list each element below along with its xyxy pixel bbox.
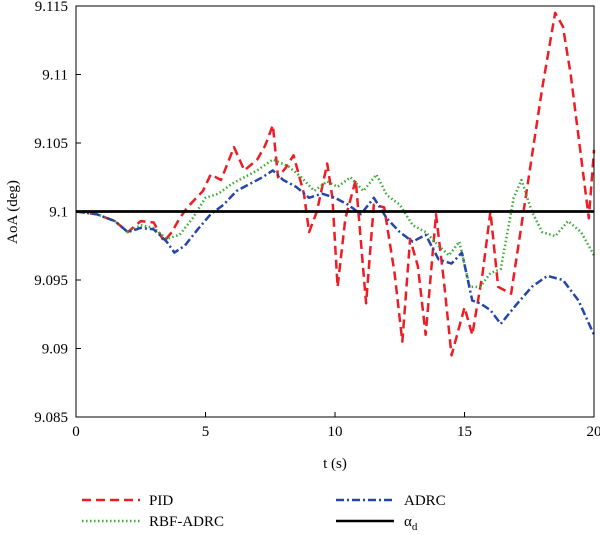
legend: PID RBF-ADRC ADRC αd — [82, 493, 446, 533]
legend-label-rbf-adrc: RBF-ADRC — [149, 514, 224, 530]
series-line-rbf-adrc — [75, 158, 596, 289]
y-axis-label: AoA (deg) — [5, 180, 21, 244]
y-tick-label: 9.11 — [42, 68, 68, 84]
legend-label-alpha-d: αd — [404, 514, 418, 533]
y-tick-label: 9.095 — [34, 273, 68, 289]
series-layer — [75, 11, 596, 357]
ticks-layer: 0 5 10 15 20 9.085 9.09 9.095 9.1 9.105 9.11 9.115 — [34, 0, 600, 440]
legend-alpha-subscript: d — [412, 521, 418, 533]
y-tick-label: 9.105 — [34, 136, 68, 152]
legend-label-adrc: ADRC — [404, 493, 446, 509]
x-tick-label: 0 — [72, 424, 80, 440]
x-axis-label: t (s) — [323, 456, 347, 472]
x-tick-label: 5 — [202, 424, 210, 440]
legend-alpha-symbol: α — [404, 514, 412, 530]
y-tick-label: 9.09 — [42, 342, 68, 358]
x-tick-label: 20 — [587, 424, 600, 440]
x-tick-label: 15 — [457, 424, 472, 440]
y-tick-label: 9.085 — [34, 410, 68, 426]
series-line-pid — [75, 11, 596, 357]
legend-label-pid: PID — [149, 493, 173, 509]
x-tick-label: 10 — [328, 424, 343, 440]
y-tick-label: 9.115 — [35, 0, 68, 15]
y-tick-label: 9.1 — [49, 205, 68, 221]
